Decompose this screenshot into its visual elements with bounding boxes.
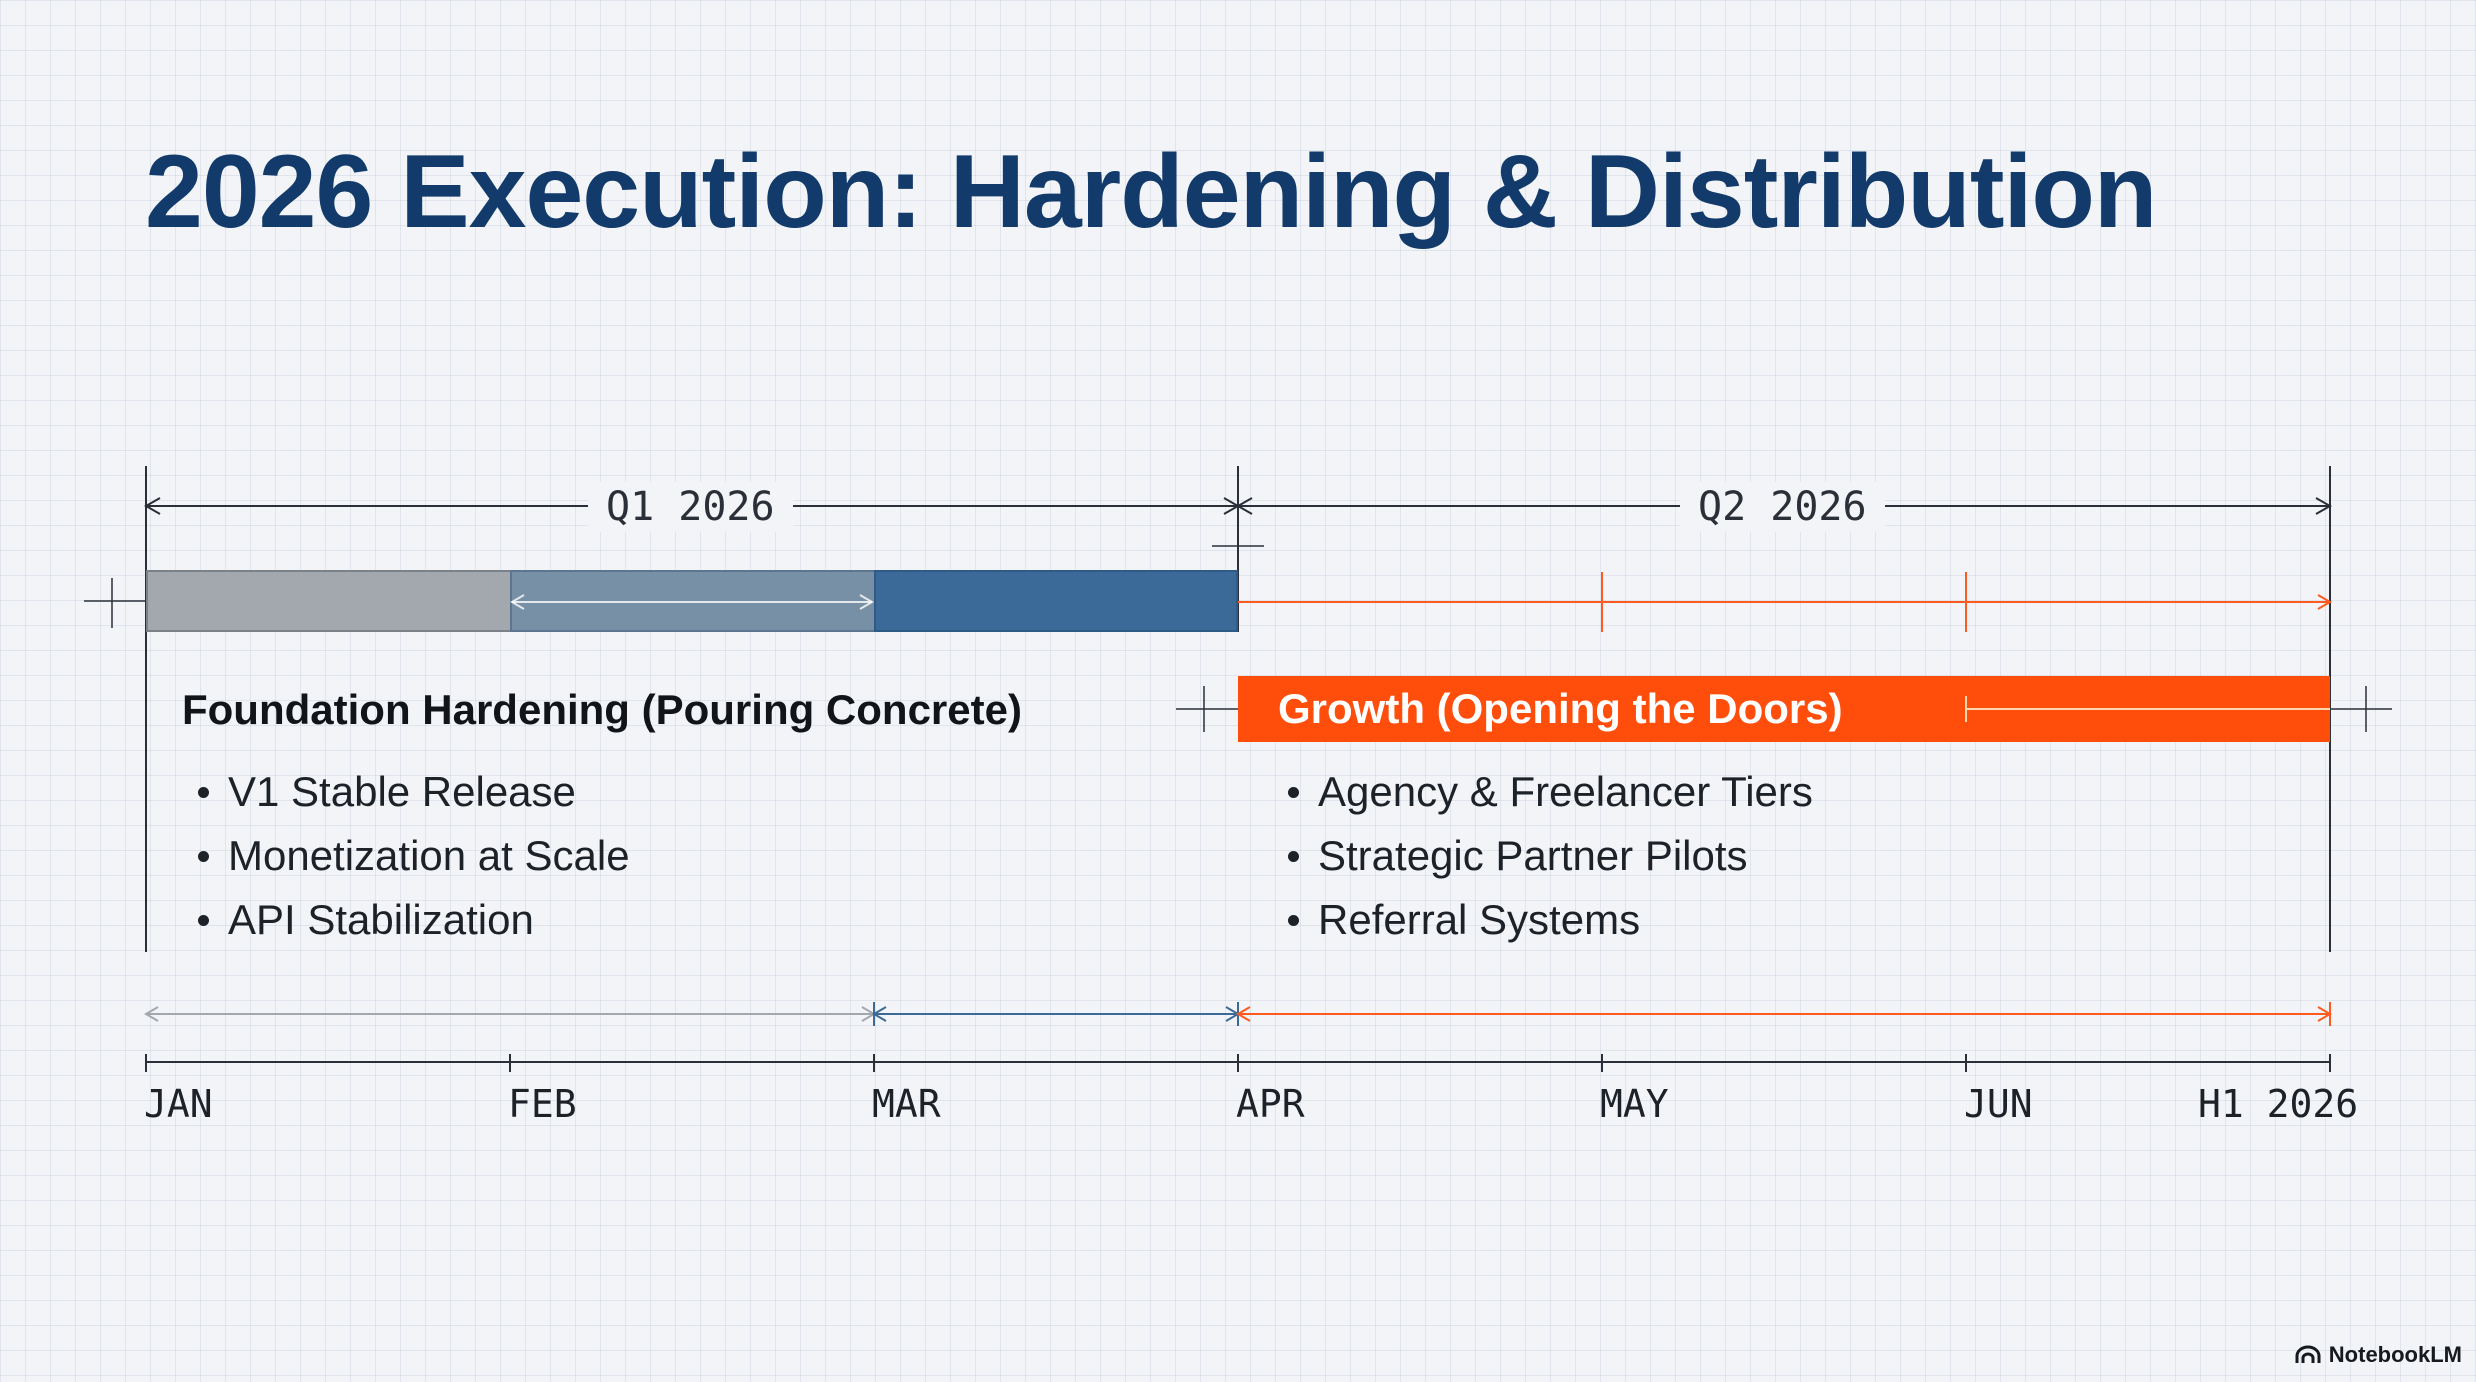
list-item: Agency & Freelancer Tiers [1286, 762, 1813, 826]
feb-bar-right-arrow-icon [859, 594, 874, 610]
q2-right-arrow-icon [2315, 497, 2333, 515]
progress-grey-arrow-icon [144, 1006, 159, 1022]
growth-phase-bar: Growth (Opening the Doors) [1238, 676, 2330, 742]
q2-track-arrow-icon [2317, 594, 2332, 610]
brand-name: NotebookLM [2328, 1342, 2462, 1367]
foundation-bar-mar [874, 570, 1238, 632]
month-label-jun: JUN [1964, 1082, 2033, 1126]
month-label-may: MAY [1600, 1082, 1669, 1126]
foundation-phase-title: Foundation Hardening (Pouring Concrete) [182, 686, 1022, 733]
q2-label: Q2 2026 [1680, 482, 1885, 532]
month-label-h1-2026: H1 2026 [2198, 1082, 2359, 1126]
month-label-feb: FEB [508, 1082, 577, 1126]
list-item: Referral Systems [1286, 890, 1813, 954]
month-label-apr: APR [1236, 1082, 1305, 1126]
notebooklm-logo-icon [2295, 1345, 2321, 1363]
list-item: Strategic Partner Pilots [1286, 826, 1813, 890]
page-title: 2026 Execution: Hardening & Distribution [145, 134, 2157, 250]
month-label-mar: MAR [872, 1082, 941, 1126]
brand-watermark: NotebookLM [2295, 1342, 2462, 1368]
growth-phase-title: Growth (Opening the Doors) [1278, 685, 1843, 732]
foundation-items: V1 Stable Release Monetization at Scale … [196, 762, 630, 954]
q1-left-arrow-icon [143, 497, 161, 515]
growth-bar-marker [1965, 696, 2330, 722]
bar-registration-marks [84, 578, 2392, 732]
growth-items: Agency & Freelancer Tiers Strategic Part… [1286, 762, 1813, 954]
progress-orange-arrow-icon [1236, 1006, 1251, 1022]
q1-label: Q1 2026 [588, 482, 793, 532]
list-item: API Stabilization [196, 890, 630, 954]
list-item: V1 Stable Release [196, 762, 630, 826]
q2-orange-track [1238, 572, 2332, 632]
foundation-bar-jan [146, 570, 510, 632]
q2-left-arrow-icon [1235, 497, 1253, 515]
list-item: Monetization at Scale [196, 826, 630, 890]
month-axis [145, 1054, 2331, 1072]
feb-bar-left-arrow-icon [510, 594, 525, 610]
month-label-jan: JAN [144, 1082, 213, 1126]
